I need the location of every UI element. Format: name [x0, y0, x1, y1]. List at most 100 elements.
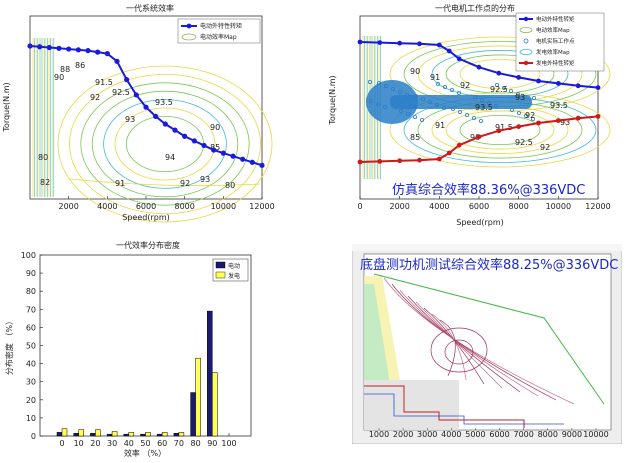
chart2-work-point	[501, 86, 506, 91]
chart4-x-tick-label: 9000	[562, 430, 582, 439]
chart4-contour-core	[430, 327, 488, 373]
chart4-x-tick-label: 4000	[441, 430, 461, 439]
chart2-work-point	[421, 97, 426, 102]
chart2-work-point	[530, 117, 535, 122]
chart1-contour-ring	[69, 74, 261, 214]
chart2-gen-point	[446, 150, 452, 156]
chart1-contour-ring	[91, 90, 239, 198]
chart2-work-point	[486, 101, 491, 106]
chart1-motor-point	[153, 113, 159, 119]
chart3-x-tick-label: 20	[90, 439, 100, 448]
chart3-y-ticks: 0 10 20 30 40 50 60 70 80 90 100	[21, 251, 43, 441]
chart3-bar-gen	[178, 432, 185, 437]
chart1-contour-label: 91	[115, 179, 125, 188]
chart1-x-tick-label: 2000	[58, 202, 78, 211]
chart1-contour-ring	[114, 107, 216, 181]
chart2-work-point	[368, 80, 373, 85]
chart3-x-tick-label: 50	[140, 439, 150, 448]
chart1-ylabel: Torque(N.m)	[2, 82, 11, 132]
chart2-motor-point	[575, 83, 581, 89]
chart1-contour-label: 93.5	[155, 98, 173, 107]
chart2-work-point	[450, 107, 455, 112]
chart3-x-tick-label: 100	[221, 439, 236, 448]
chart2-work-point	[442, 106, 447, 111]
chart2-work-point	[383, 105, 388, 110]
chart2-work-point	[391, 87, 396, 92]
chart2-contour-label: 91.5	[495, 123, 513, 132]
chart4-x-tick-label: 10000	[583, 430, 608, 439]
chart2-x-tick-label: 4000	[429, 202, 449, 211]
chart3-bar-motor	[90, 433, 96, 437]
chart2-work-point	[435, 103, 440, 108]
chart1-motor-point	[27, 43, 33, 49]
chart2-contour-gen	[459, 115, 541, 146]
chart2-x-tick-label: 10000	[546, 202, 571, 211]
chart1-motor-point	[162, 121, 168, 127]
chart1-motor-point	[172, 127, 178, 133]
chart2-work-point	[420, 118, 425, 123]
chart3-y-tick-label: 0	[31, 432, 36, 441]
chart4-contour-outer	[373, 273, 605, 405]
chart2-contour-label: 92.5	[515, 138, 533, 147]
chart2-contour-label: 93.5	[550, 101, 568, 110]
chart2-gen-point	[417, 157, 422, 163]
chart2-work-point	[405, 93, 410, 98]
chart2-gen-point	[575, 115, 581, 121]
chart1-contours	[32, 38, 273, 223]
chart3-ylabel: 分布密度 （%）	[4, 317, 14, 375]
chart2-work-point	[509, 108, 514, 113]
chart3-bar-motor	[106, 433, 113, 437]
chart2-series	[357, 39, 601, 165]
chart1-legend: 电动外特性转矩 电动效率Map	[177, 18, 261, 44]
chart2-x-tick-label: 2000	[389, 202, 409, 211]
chart1-contour-label: 82	[40, 178, 50, 187]
chart2-legend-motor: 电动外特性转矩	[536, 15, 575, 23]
chart1-contour-ring	[80, 82, 250, 206]
chart2-work-point	[471, 116, 476, 121]
chart2-work-point	[384, 84, 389, 89]
chart3-legend: 电动 发电	[212, 258, 249, 282]
chart1-motor-point	[191, 138, 197, 144]
chart4-titlebar	[352, 244, 622, 251]
chart2-work-point	[478, 119, 483, 124]
chart1-x-ticks: 2000 4000 6000 8000 10000 12000	[58, 196, 275, 211]
chart2-work-point	[457, 110, 462, 115]
chart1-contour-label: 94	[165, 153, 175, 162]
chart3-bar-gen	[61, 428, 68, 437]
chart3-x-tick-label: 90	[207, 439, 217, 448]
chart1-motor-point	[143, 104, 149, 110]
chart2-work-point	[443, 85, 448, 90]
chart2-work-point	[479, 98, 484, 103]
chart2-gen-point	[476, 134, 482, 140]
chart4-x-tick-label: 5000	[465, 430, 485, 439]
chart2-work-point	[456, 91, 461, 96]
chart2-work-point	[428, 100, 433, 105]
chart2-contour-label: 85	[410, 133, 420, 142]
chart3-y-tick-label: 60	[26, 323, 36, 332]
chart1-motor-point	[133, 92, 139, 98]
chart2-work-point	[406, 112, 411, 117]
chart2-gen-point	[357, 159, 363, 165]
chart1-motor-point	[249, 159, 255, 165]
chart2-contour-label: 92	[525, 111, 535, 120]
chart3-y-tick-label: 80	[26, 287, 36, 296]
chart4-x-tick-label: 1000	[369, 430, 389, 439]
chart2-work-points	[366, 80, 536, 124]
chart2-gen-curve	[359, 115, 599, 163]
chart3-y-tick-label: 50	[26, 342, 36, 351]
chart3-bar-motor	[190, 392, 196, 437]
chart2-work-point	[472, 95, 477, 100]
chart1-motor-point	[75, 47, 81, 53]
chart2-work-point	[516, 111, 521, 116]
chart3-title: 一代效率分布密度	[116, 240, 180, 250]
chart1-contour-label: 90	[210, 123, 220, 132]
chart1-series	[27, 43, 265, 168]
chart4-contour-core	[444, 339, 474, 365]
chart2-motor-point	[496, 70, 502, 76]
chart3-bar-gen	[95, 429, 101, 437]
chart1-contour-label: 91.5	[95, 78, 113, 87]
chart3-x-tick-label: 80	[191, 439, 201, 448]
chart4-x-tick-label: 7000	[513, 430, 533, 439]
chart3-bar-motor	[207, 310, 213, 437]
